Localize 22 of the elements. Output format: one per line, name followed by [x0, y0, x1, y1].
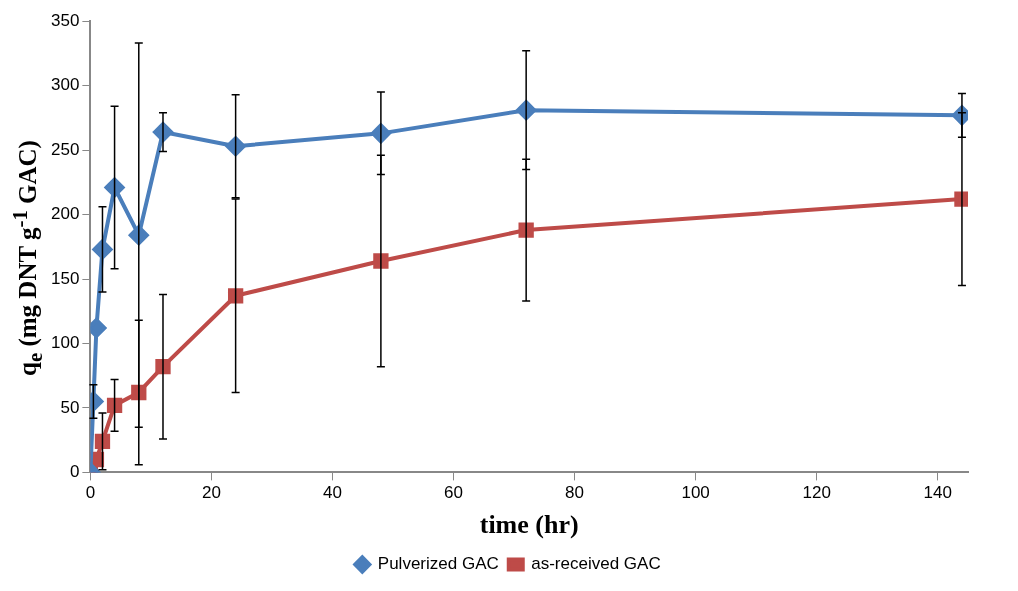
x-tick-label: 120	[802, 483, 831, 503]
y-tick-label: 200	[50, 204, 80, 224]
y-tick-label: 350	[50, 10, 80, 30]
y-tick-label: 100	[50, 333, 80, 353]
x-tick-label: 40	[323, 483, 342, 503]
y-tick-label: 250	[50, 139, 80, 159]
x-tick-label: 60	[444, 483, 463, 503]
point	[106, 397, 123, 414]
x-tick-label: 100	[681, 483, 710, 503]
x-axis-title: time (hr)	[479, 510, 579, 540]
x-tick-label: 80	[565, 483, 585, 503]
y-tick-label: 50	[60, 397, 80, 417]
legend-label: Pulverized GAC	[377, 554, 499, 574]
y-tick-label: 0	[69, 462, 80, 482]
y-tick-label: 300	[50, 75, 80, 95]
point	[94, 433, 111, 450]
x-tick-label: 20	[201, 483, 221, 503]
x-tick-label: 140	[923, 483, 952, 503]
legend-label: as-received GAC	[531, 554, 661, 574]
y-tick-label: 150	[50, 268, 80, 288]
point	[227, 288, 244, 304]
x-tick-label: 0	[85, 483, 96, 503]
